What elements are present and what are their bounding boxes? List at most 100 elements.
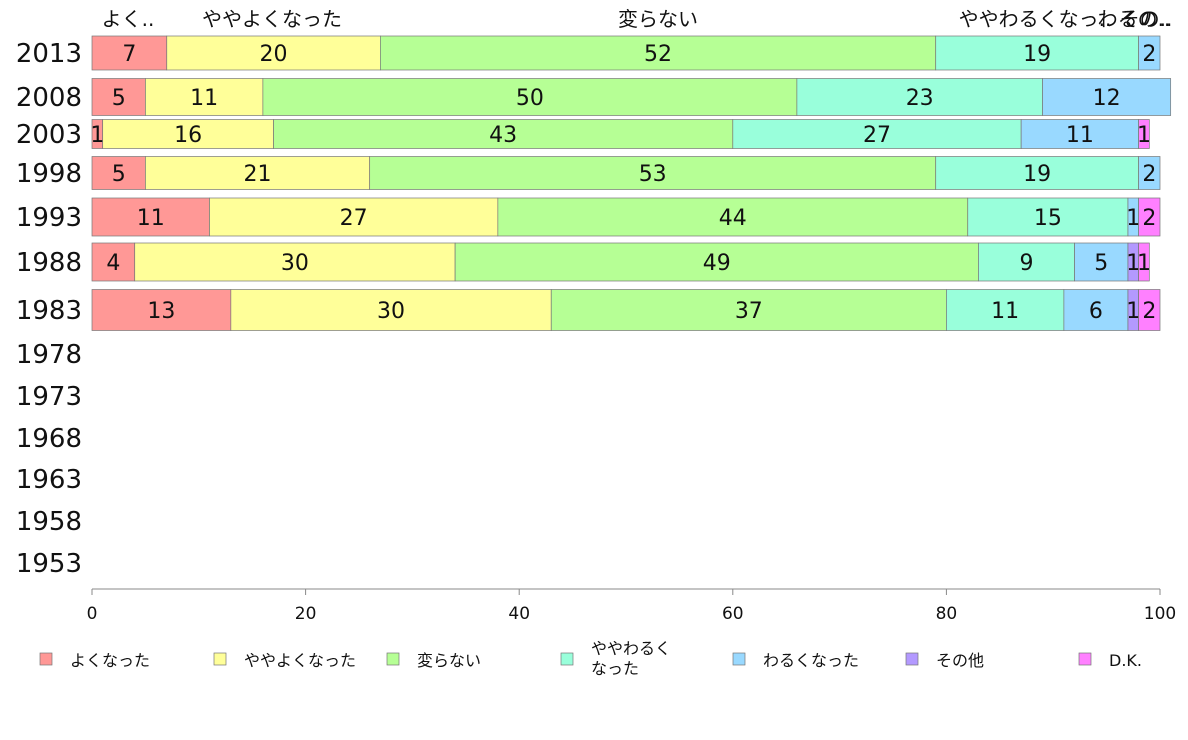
bar-value-label: 4	[106, 251, 120, 276]
bar-segment	[935, 156, 1139, 190]
bar-value-label: 5	[112, 86, 126, 111]
bar-value-label: 1	[1126, 251, 1140, 276]
legend-label: その他	[936, 651, 984, 670]
bar-value-label: 11	[1066, 123, 1094, 148]
bar-segment	[91, 242, 136, 282]
bar-value-label: 1	[1137, 123, 1151, 148]
legend: よくなった ややよくなった 変らない ややわるくなった わるくなった その他 D.K.	[39, 639, 1142, 678]
bar-value-label: 50	[516, 86, 544, 111]
bar-value-label: 23	[906, 86, 934, 111]
bar-value-label: 30	[281, 251, 309, 276]
bar-value-label: 27	[863, 123, 891, 148]
bar-value-label: 19	[1023, 162, 1051, 187]
bar-value-label: 16	[174, 123, 202, 148]
bar-value-label: 20	[260, 42, 288, 67]
bar-segment	[145, 156, 371, 190]
bars: 7 20 52 19 25 11 50 23 121 16 43 27 11 15 21 53 19 211 27 4…	[90, 35, 1172, 331]
year-label: 2008	[16, 83, 82, 113]
year-label: 1978	[16, 340, 82, 370]
x-axis: 0 20 40 60 80 100	[87, 588, 1176, 624]
bar-value-label: 1	[1126, 206, 1140, 231]
bar-value-label: 1	[1137, 251, 1151, 276]
bar-segment	[166, 35, 381, 71]
bar-value-label: 30	[377, 299, 405, 324]
bar-value-label: 7	[122, 42, 136, 67]
bar-value-label: 1	[1126, 299, 1140, 324]
top-labels: よく.. ややよくなった 変らない ややわるくなっ..わるの..その..	[102, 7, 1173, 31]
top-label: ややよくなった	[202, 7, 342, 31]
bar-segment	[91, 197, 210, 237]
bar-segment	[1138, 156, 1161, 190]
year-label: 1953	[16, 549, 82, 579]
legend-swatch	[560, 652, 574, 666]
x-tick-label: 80	[936, 604, 958, 624]
bar-segment	[1063, 289, 1129, 331]
bar-value-label: 2	[1142, 42, 1156, 67]
bar-value-label: 5	[1094, 251, 1108, 276]
legend-swatch	[732, 652, 746, 666]
bar-value-label: 27	[340, 206, 368, 231]
bar-segment	[102, 119, 274, 149]
bar-value-label: 37	[735, 299, 763, 324]
x-tick-label: 60	[722, 604, 744, 624]
bar-segment	[1138, 197, 1161, 237]
bar-value-label: 52	[644, 42, 672, 67]
bar-value-label: 9	[1020, 251, 1034, 276]
year-label: 1963	[16, 465, 82, 495]
bar-value-label: 49	[703, 251, 731, 276]
bar-segment	[978, 242, 1075, 282]
legend-label: ややわるくなった	[591, 639, 671, 678]
bar-value-label: 2	[1142, 162, 1156, 187]
bar-value-label: 5	[112, 162, 126, 187]
bar-value-label: 12	[1093, 86, 1121, 111]
legend-label: 変らない	[417, 651, 481, 670]
x-tick-label: 40	[508, 604, 530, 624]
bar-segment	[369, 156, 937, 190]
bar-segment	[91, 78, 146, 116]
year-label: 1968	[16, 424, 82, 454]
bar-segment	[1074, 242, 1129, 282]
year-label: 1973	[16, 382, 82, 412]
bar-segment	[262, 78, 798, 116]
top-label: よく..	[102, 7, 155, 31]
year-label: 1958	[16, 507, 82, 537]
bar-value-label: 1	[90, 123, 104, 148]
top-label: 変らない	[618, 7, 698, 31]
bar-segment	[935, 35, 1139, 71]
legend-swatch	[905, 652, 919, 666]
legend-label: わるくなった	[763, 651, 859, 670]
year-label: 1983	[16, 296, 82, 326]
bar-value-label: 6	[1089, 299, 1103, 324]
legend-swatch	[213, 652, 227, 666]
bar-segment	[732, 119, 1022, 149]
top-label: わるの..	[1098, 7, 1171, 31]
bar-segment	[273, 119, 734, 149]
bar-value-label: 11	[190, 86, 218, 111]
bar-value-label: 11	[137, 206, 165, 231]
bar-segment	[1138, 289, 1161, 331]
bar-value-label: 19	[1023, 42, 1051, 67]
bar-value-label: 15	[1034, 206, 1062, 231]
bar-segment	[230, 289, 552, 331]
x-tick-label: 100	[1144, 604, 1176, 624]
bar-value-label: 53	[639, 162, 667, 187]
bar-segment	[91, 35, 168, 71]
bar-segment	[1138, 119, 1150, 149]
year-label: 1993	[16, 203, 82, 233]
bar-segment	[145, 78, 264, 116]
bar-segment	[380, 35, 937, 71]
top-label: その..	[1120, 7, 1173, 31]
bar-segment	[91, 289, 232, 331]
bar-segment	[209, 197, 499, 237]
bar-segment	[796, 78, 1043, 116]
x-tick-label: 0	[87, 604, 98, 624]
year-label: 2003	[16, 120, 82, 150]
bar-segment	[1042, 78, 1172, 116]
legend-label: ややよくなった	[244, 651, 356, 670]
bar-value-label: 21	[244, 162, 272, 187]
bar-segment	[1138, 242, 1150, 282]
bar-value-label: 2	[1142, 299, 1156, 324]
bar-segment	[497, 197, 969, 237]
